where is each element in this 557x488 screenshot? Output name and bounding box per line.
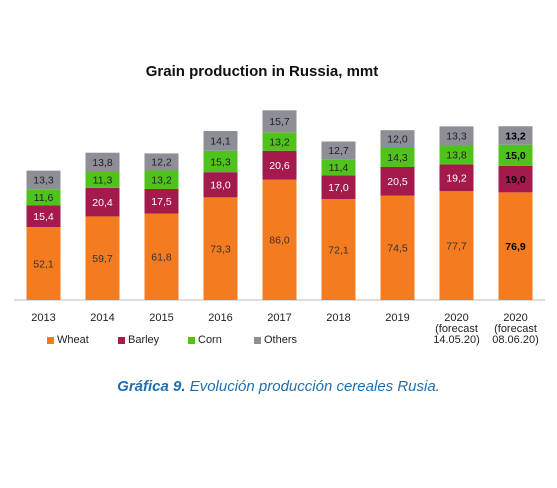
value-label: 61,8 [151, 252, 172, 264]
bar-segment [380, 195, 415, 300]
bar-segment [85, 172, 120, 188]
bar-segment [26, 205, 61, 228]
legend-label: Corn [198, 334, 222, 346]
value-label: 14,3 [387, 152, 408, 164]
bar-segment [203, 172, 238, 198]
value-label: 74,5 [387, 243, 408, 255]
x-tick-label: 2018 [326, 312, 351, 324]
legend-label: Wheat [57, 334, 89, 346]
legend-label: Others [264, 334, 298, 346]
value-label: 86,0 [269, 235, 290, 247]
value-label: 15,0 [505, 150, 526, 162]
value-label: 15,3 [210, 156, 231, 168]
value-label: 19,0 [505, 174, 526, 186]
x-tick-label: 2016 [208, 312, 233, 324]
legend-swatch [118, 337, 125, 344]
bar-segment [321, 159, 356, 176]
bar-segment [380, 167, 415, 196]
caption: Gráfica 9. Evolución producción cereales… [0, 378, 557, 395]
bar-segment [85, 152, 120, 173]
bar-segment [262, 150, 297, 180]
bar-segment [439, 164, 474, 192]
bar-segment [498, 165, 533, 193]
bar-segment [85, 187, 120, 217]
legend-swatch [254, 337, 261, 344]
value-label: 13,2 [269, 136, 290, 148]
value-label: 13,2 [151, 175, 172, 187]
value-label: 20,5 [387, 176, 408, 188]
value-label: 73,3 [210, 243, 231, 255]
bar-segment [321, 199, 356, 300]
bar-segment [380, 146, 415, 167]
value-label: 13,3 [33, 175, 54, 187]
x-tick-label: 2014 [90, 312, 115, 324]
value-label: 18,0 [210, 180, 231, 192]
value-label: 12,7 [328, 145, 349, 157]
value-label: 13,3 [446, 130, 467, 142]
value-label: 20,6 [269, 160, 290, 172]
value-label: 11,6 [34, 192, 54, 204]
value-label: 52,1 [33, 258, 54, 270]
bar-segment [498, 192, 533, 300]
value-label: 76,9 [505, 241, 526, 253]
bar-segment [144, 213, 179, 300]
x-tick-label: 2019 [385, 312, 410, 324]
legend-swatch [47, 337, 54, 344]
bar-segment [321, 175, 356, 200]
caption-label: Gráfica 9. [117, 378, 186, 395]
bar-segment [144, 153, 179, 171]
bar-segment [262, 179, 297, 300]
bar-segment [498, 144, 533, 166]
x-tick-label: 2013 [31, 312, 56, 324]
value-label: 15,7 [269, 116, 290, 128]
value-label: 13,2 [505, 130, 526, 142]
value-label: 19,2 [446, 173, 467, 185]
bar-segment [26, 227, 61, 300]
value-label: 11,4 [329, 162, 349, 174]
value-label: 77,7 [446, 240, 467, 252]
legend-swatch [188, 337, 195, 344]
bar-segment [85, 216, 120, 300]
value-label: 13,8 [446, 149, 467, 161]
x-tick-label: 2020 (forecast 14.05.20) [433, 312, 480, 346]
value-label: 59,7 [92, 253, 113, 265]
x-tick-label: 2015 [149, 312, 174, 324]
bar-segment [144, 170, 179, 189]
value-label: 14,1 [210, 136, 231, 148]
value-label: 13,8 [92, 157, 113, 169]
value-label: 17,5 [151, 196, 172, 208]
x-tick-label: 2017 [267, 312, 292, 324]
caption-text: Evolución producción cereales Rusia. [189, 378, 440, 395]
value-label: 11,3 [93, 175, 113, 187]
bar-segment [203, 197, 238, 300]
x-tick-label: 2020 (forecast 08.06.20) [492, 312, 539, 346]
bar-segment [203, 150, 238, 173]
bar-segment [26, 170, 61, 190]
bar-segment [262, 110, 297, 133]
value-label: 72,1 [328, 244, 349, 256]
bar-segment [262, 132, 297, 151]
bar-segment [439, 191, 474, 300]
bar-segment [498, 126, 533, 145]
bar-segment [321, 141, 356, 160]
chart-title: Grain production in Russia, mmt [146, 63, 379, 80]
bar-segment [203, 131, 238, 151]
value-label: 20,4 [92, 197, 113, 209]
bar-segment [439, 126, 474, 146]
bar-segment [144, 188, 179, 214]
value-label: 12,2 [151, 157, 172, 169]
bar-segment [380, 130, 415, 147]
value-label: 15,4 [33, 211, 54, 223]
value-label: 17,0 [328, 182, 349, 194]
legend-label: Barley [128, 334, 160, 346]
value-label: 12,0 [387, 133, 408, 145]
bar-segment [26, 189, 61, 206]
bar-segment [439, 145, 474, 165]
